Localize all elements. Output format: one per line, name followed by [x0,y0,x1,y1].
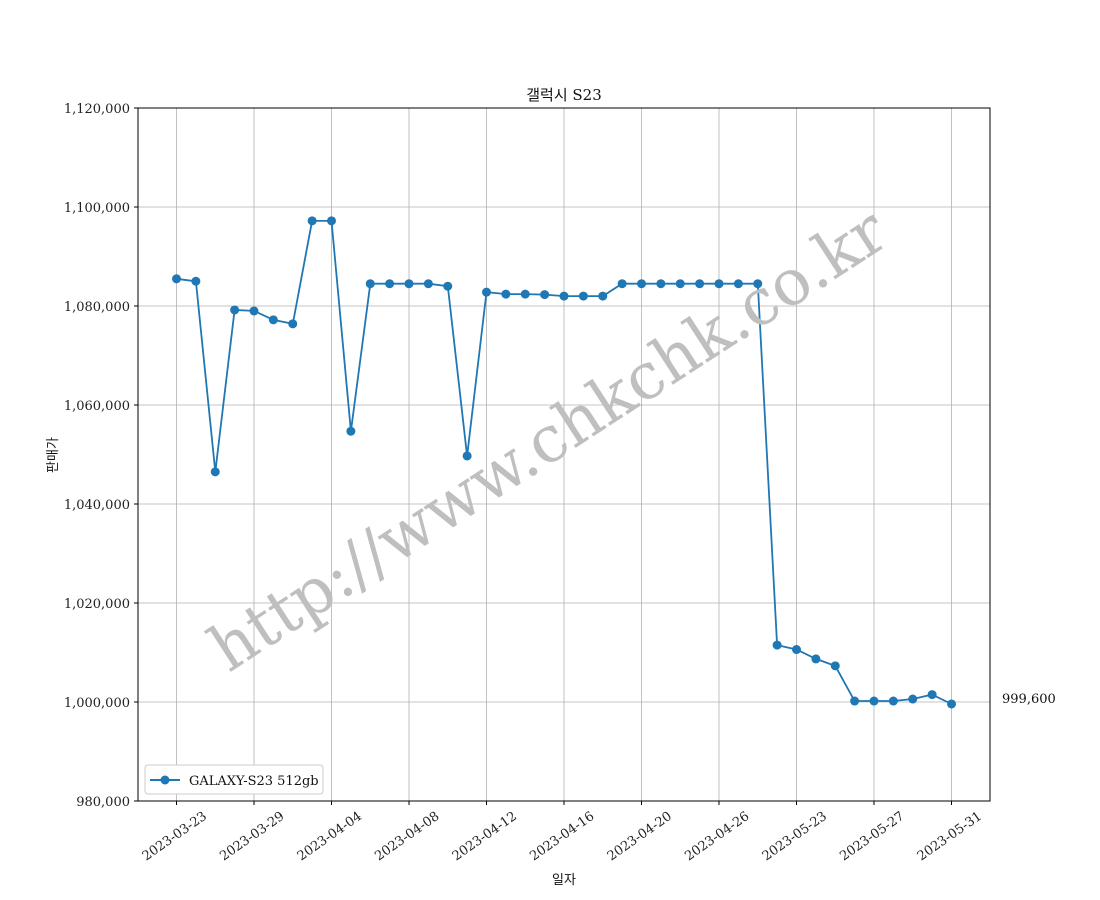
data-point [230,305,239,314]
x-tick-label: 2023-05-23 [760,809,830,864]
y-axis-ticks: 980,000 1,000,000 1,020,000 1,040,000 1,060,… [64,102,138,810]
data-point [676,279,685,288]
x-axis-ticks: 2023-03-23 2023-03-29 2023-04-04 2023-04-08… [140,801,985,864]
data-point [811,654,820,663]
data-point [424,279,433,288]
y-tick-label: 1,000,000 [64,696,130,711]
data-point [773,641,782,650]
data-point [656,279,665,288]
data-point [695,279,704,288]
data-point [346,427,355,436]
data-point [540,290,549,299]
y-tick-label: 1,100,000 [64,201,130,216]
chart-title: 갤럭시 S23 [526,86,602,104]
data-point [288,319,297,328]
x-tick-label: 2023-04-16 [527,809,597,864]
data-point [560,292,569,301]
x-tick-label: 2023-05-27 [837,809,907,864]
data-point [947,699,956,708]
x-axis-label: 일자 [552,873,576,888]
data-point [870,697,879,706]
data-point [618,279,627,288]
y-tick-label: 1,080,000 [64,300,130,315]
legend-entry: GALAXY-S23 512gb [189,774,319,789]
x-tick-label: 2023-04-20 [605,809,675,864]
data-point [211,467,220,476]
data-point [637,279,646,288]
y-tick-label: 1,120,000 [64,102,130,117]
x-tick-label: 2023-03-29 [217,809,287,864]
data-point [501,290,510,299]
x-tick-label: 2023-03-23 [140,809,210,864]
legend-marker [161,776,170,785]
data-point [908,695,917,704]
data-point [443,282,452,291]
x-tick-label: 2023-04-04 [295,809,365,864]
data-point [366,279,375,288]
data-point [579,292,588,301]
data-point [850,697,859,706]
legend: GALAXY-S23 512gb [145,765,323,794]
data-point [327,216,336,225]
data-point [308,216,317,225]
y-axis-label: 판매가 [46,437,61,473]
y-tick-label: 1,020,000 [64,597,130,612]
data-point [269,315,278,324]
data-point [191,277,200,286]
x-tick-label: 2023-04-12 [450,809,520,864]
data-point [792,645,801,654]
data-point [598,292,607,301]
data-point [405,279,414,288]
data-point [482,288,491,297]
y-tick-label: 1,060,000 [64,399,130,414]
last-value-label: 999,600 [1002,692,1056,707]
x-tick-label: 2023-04-08 [372,809,442,864]
data-point [172,274,181,283]
data-point [521,290,530,299]
data-point [928,690,937,699]
x-tick-label: 2023-05-31 [915,809,985,864]
data-point [385,279,394,288]
x-tick-label: 2023-04-26 [682,809,752,864]
data-point [831,661,840,670]
data-point [889,697,898,706]
y-tick-label: 1,040,000 [64,498,130,513]
data-point [250,306,259,315]
y-tick-label: 980,000 [76,795,130,810]
